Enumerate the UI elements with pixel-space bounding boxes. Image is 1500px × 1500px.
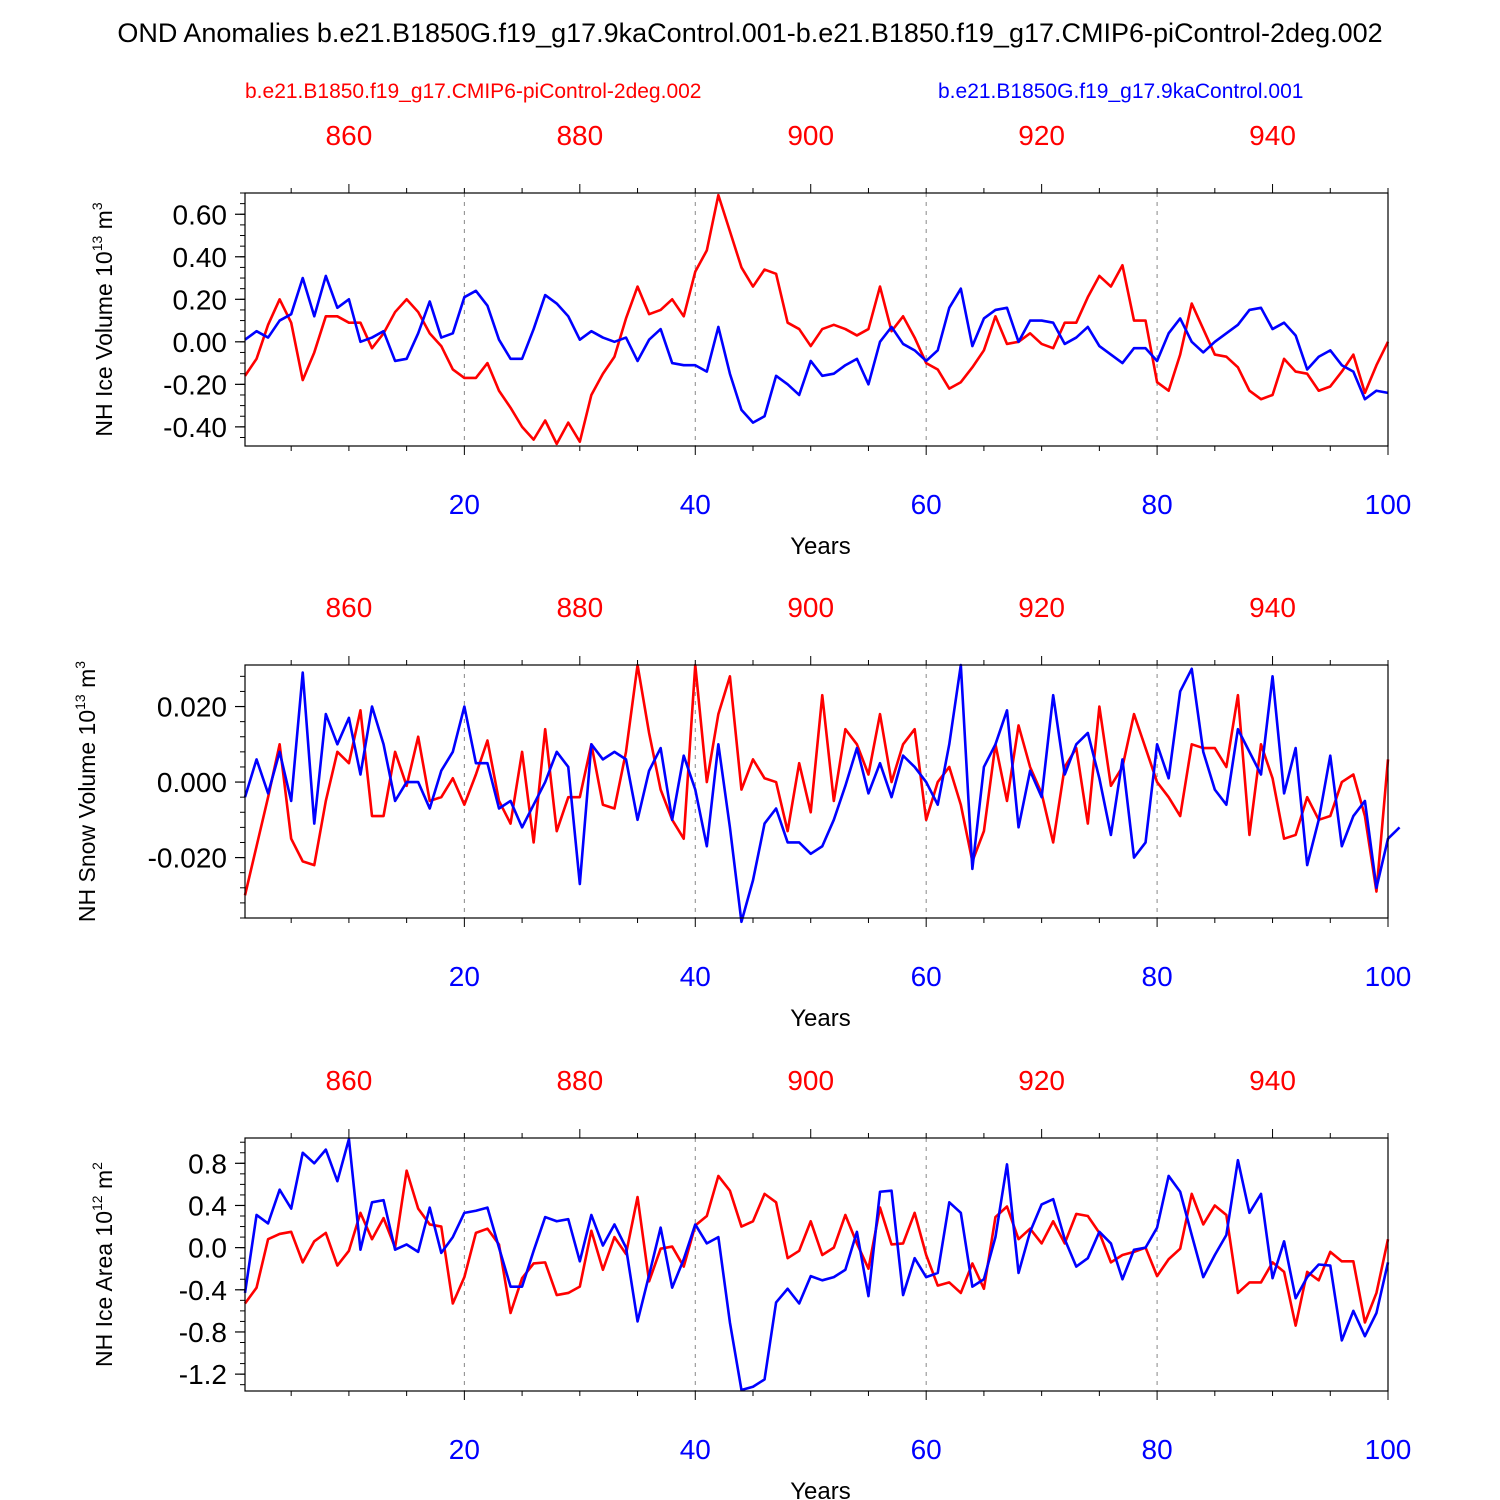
y-axis-title-part: 10 [91,1211,117,1237]
y-tick-label: -0.020 [148,843,227,874]
x-tick-label-bottom: 40 [680,489,711,520]
y-axis-title-part: 13 [72,694,88,710]
main-title: OND Anomalies b.e21.B1850G.f19_g17.9kaCo… [117,18,1383,48]
y-tick-label: 0.8 [188,1148,227,1179]
y-axis-title-part: 12 [89,1195,105,1211]
x-tick-label-top: 940 [1249,1065,1296,1096]
y-tick-label: -1.2 [179,1359,227,1390]
x-tick-label-top: 880 [556,1065,603,1096]
y-axis-title-part: NH Ice Volume [91,277,117,437]
y-axis-title: NH Snow Volume 1013 m3 [72,661,100,922]
x-axis-title: Years [790,1005,851,1032]
plot-frame [244,192,1389,447]
y-axis-title-part: NH Snow Volume [74,735,100,922]
x-tick-label-top: 860 [326,592,373,623]
series-line-blue [243,663,1401,924]
x-tick-label-bottom: 80 [1142,961,1173,992]
x-tick-label-bottom: 80 [1142,489,1173,520]
x-tick-label-bottom: 20 [449,489,480,520]
x-tick-label-top: 940 [1249,592,1296,623]
x-tick-label-top: 880 [556,592,603,623]
x-axis-title: Years [790,533,851,560]
y-axis-title-part: 2 [89,1162,105,1170]
y-tick-label: 0.00 [173,327,228,358]
x-tick-label-bottom: 40 [680,1434,711,1465]
y-tick-label: -0.20 [163,369,227,400]
x-tick-label-bottom: 20 [449,961,480,992]
y-tick-label: -0.4 [179,1275,227,1306]
x-tick-label-bottom: 100 [1365,489,1412,520]
plot-frame [244,664,1389,919]
legend-blue-label: b.e21.B1850G.f19_g17.9kaControl.001 [938,80,1304,103]
y-tick-label: 0.000 [157,767,227,798]
y-axis-title-part: m [91,210,117,236]
y-tick-label: 0.20 [173,284,228,315]
series-line-red [243,193,1390,446]
y-tick-label: -0.40 [163,412,227,443]
y-tick-label: 0.40 [173,242,228,273]
x-tick-label-bottom: 100 [1365,1434,1412,1465]
series-line-red [243,1169,1390,1327]
y-axis-title-part: 10 [91,251,117,277]
y-tick-label: -0.8 [179,1317,227,1348]
x-tick-label-top: 880 [556,120,603,151]
y-axis-title: NH Ice Volume 1013 m3 [89,202,117,437]
plot-frame [244,1137,1389,1392]
x-tick-label-bottom: 40 [680,961,711,992]
y-tick-label: 0.4 [188,1190,227,1221]
x-tick-label-top: 860 [326,120,373,151]
y-tick-label: 0.020 [157,692,227,723]
series-line-blue [244,274,1389,424]
x-tick-label-bottom: 60 [911,489,942,520]
x-tick-label-top: 940 [1249,120,1296,151]
x-axis-title: Years [790,1478,851,1500]
x-tick-label-top: 860 [326,1065,373,1096]
y-tick-label: 0.60 [173,199,228,230]
x-tick-label-bottom: 80 [1142,1434,1173,1465]
y-tick-label: 0.0 [188,1233,227,1264]
x-tick-label-bottom: 20 [449,1434,480,1465]
y-axis-title-part: 13 [89,235,105,251]
x-tick-label-bottom: 100 [1365,961,1412,992]
legend-red-label: b.e21.B1850.f19_g17.CMIP6-piControl-2deg… [245,80,702,103]
x-tick-label-bottom: 60 [911,961,942,992]
x-tick-label-top: 920 [1018,592,1065,623]
series-line-red [243,663,1390,896]
y-axis-title-part: m [74,669,100,695]
y-axis-title-part: 10 [74,710,100,736]
series-line-blue [243,1137,1390,1392]
x-tick-label-top: 920 [1018,120,1065,151]
y-axis-title: NH Ice Area 1012 m2 [89,1162,117,1367]
y-axis-title-part: 3 [89,202,105,210]
x-tick-label-bottom: 60 [911,1434,942,1465]
x-tick-label-top: 900 [787,592,834,623]
x-tick-label-top: 900 [787,120,834,151]
y-axis-title-part: m [91,1170,117,1196]
y-axis-title-part: 3 [72,661,88,669]
x-tick-label-top: 920 [1018,1065,1065,1096]
x-tick-label-top: 900 [787,1065,834,1096]
y-axis-title-part: NH Ice Area [91,1237,117,1367]
